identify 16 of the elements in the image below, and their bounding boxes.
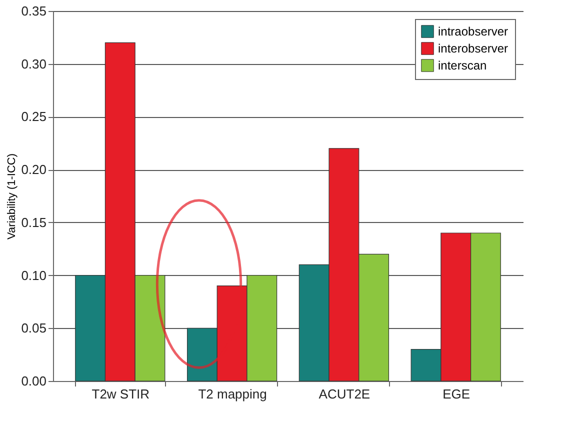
y-tick-label: 0.15 xyxy=(21,214,46,230)
y-tick-label: 0.25 xyxy=(21,109,46,124)
y-tick-label: 0.05 xyxy=(21,320,46,336)
y-axis-title: Variability (1-ICC) xyxy=(6,154,18,240)
legend-label: interobserver xyxy=(438,42,508,56)
x-tick-label: ACUT2E xyxy=(318,386,370,402)
y-tick-label: 0.20 xyxy=(21,162,46,178)
legend-label: interscan xyxy=(438,58,487,72)
x-tick-label: T2w STIR xyxy=(92,386,150,402)
y-tick-label: 0.00 xyxy=(21,374,46,388)
y-tick-label: 0.30 xyxy=(21,56,46,72)
x-tick-label: EGE xyxy=(442,386,470,402)
y-tick-label: 0.35 xyxy=(21,4,46,18)
legend-label: intraobserver xyxy=(438,24,508,38)
x-tick-label: T2 mapping xyxy=(198,386,267,402)
y-tick-label: 0.10 xyxy=(21,268,46,283)
